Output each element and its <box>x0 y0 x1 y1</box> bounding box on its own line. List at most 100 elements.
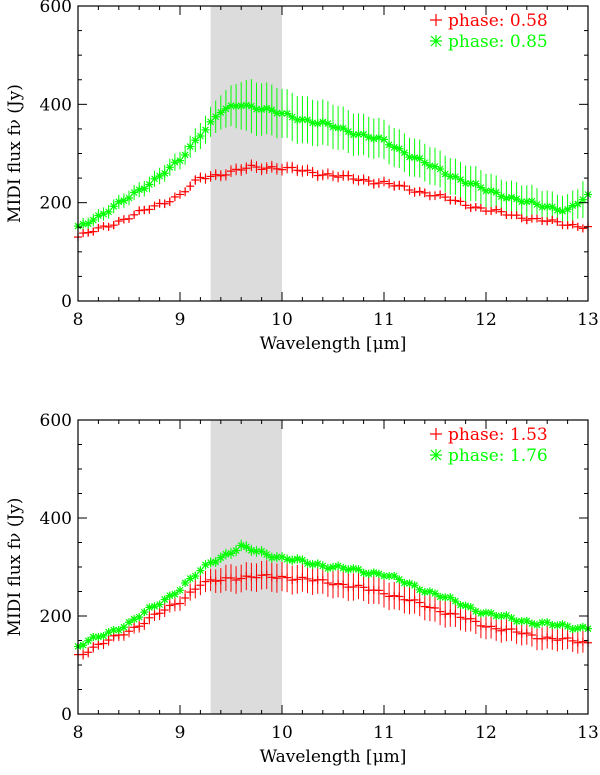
data-point <box>125 618 133 627</box>
data-point <box>89 643 98 652</box>
data-point <box>492 188 501 197</box>
data-point <box>471 203 480 212</box>
data-point <box>405 596 414 605</box>
data-point <box>227 573 235 582</box>
data-point <box>451 597 460 606</box>
data-point <box>385 572 394 581</box>
y-tick-label: 400 <box>40 509 72 529</box>
data-point <box>232 546 241 555</box>
data-point <box>125 214 133 223</box>
data-point <box>436 165 445 174</box>
data-point <box>252 573 261 582</box>
data-point <box>390 591 399 600</box>
data-point <box>114 197 123 206</box>
data-point <box>191 176 200 185</box>
data-point <box>456 601 465 610</box>
data-points <box>74 541 592 659</box>
y-tick-label: 400 <box>40 95 72 115</box>
data-point <box>119 630 128 639</box>
data-point <box>170 590 179 599</box>
x-tick-label: 9 <box>175 723 186 743</box>
data-point <box>257 165 266 174</box>
data-point <box>94 223 103 232</box>
data-point <box>329 171 337 180</box>
data-point <box>517 629 526 638</box>
data-point <box>196 173 205 182</box>
data-point <box>104 222 113 231</box>
data-point <box>354 581 363 590</box>
data-point <box>563 221 572 230</box>
data-point <box>431 589 439 598</box>
data-point <box>216 553 225 562</box>
data-point <box>104 207 113 216</box>
data-point <box>497 626 506 635</box>
data-point <box>94 632 103 641</box>
data-point <box>466 203 475 212</box>
data-point <box>323 564 332 573</box>
data-point <box>242 572 251 581</box>
data-point <box>160 606 169 615</box>
data-point <box>436 607 445 616</box>
x-tick-label: 12 <box>475 310 497 330</box>
data-point <box>553 621 562 630</box>
data-point <box>405 186 414 195</box>
data-point <box>339 124 348 133</box>
data-point <box>395 575 404 584</box>
legend-label: phase: 0.85 <box>448 32 548 52</box>
shaded-band <box>210 6 282 301</box>
data-point <box>262 164 271 173</box>
data-point <box>553 206 562 215</box>
data-point <box>573 624 582 633</box>
data-point <box>420 188 429 197</box>
data-point <box>176 599 184 608</box>
data-point <box>527 619 536 628</box>
data-point <box>288 556 297 565</box>
data-point <box>466 603 475 612</box>
data-point <box>533 214 541 223</box>
data-point <box>176 190 184 199</box>
data-point <box>512 194 521 203</box>
x-axis-label: Wavelength [μm] <box>260 334 407 354</box>
x-tick-label: 12 <box>475 723 497 743</box>
data-point <box>369 568 378 577</box>
tick-labels: 8 9 10 11 12 13 0 200 400 600 <box>40 0 599 330</box>
data-point <box>211 557 220 566</box>
data-point <box>242 164 251 173</box>
data-point <box>359 175 368 184</box>
data-point <box>181 593 190 602</box>
data-point <box>385 592 394 601</box>
data-point <box>94 640 103 649</box>
data-point <box>415 598 424 607</box>
data-point <box>211 577 220 586</box>
data-point <box>216 576 225 585</box>
data-point <box>109 626 118 635</box>
data-point <box>99 631 108 640</box>
data-point <box>395 181 404 190</box>
data-point <box>492 205 501 214</box>
data-point <box>329 580 337 589</box>
legend-entry-2: phase: 1.76 <box>430 446 548 466</box>
data-point <box>548 215 557 224</box>
data-point <box>369 179 378 188</box>
data-point <box>186 182 195 191</box>
data-point <box>181 150 190 159</box>
data-point <box>84 648 93 657</box>
data-point <box>211 170 220 179</box>
legend-label: phase: 0.58 <box>448 11 548 31</box>
data-point <box>150 610 159 619</box>
data-point <box>201 174 210 183</box>
data-point <box>145 205 154 214</box>
data-point <box>323 579 332 588</box>
data-point <box>216 108 225 117</box>
x-tick-label: 8 <box>73 310 84 330</box>
legend-entry-1: phase: 0.58 <box>430 11 548 31</box>
data-point <box>354 176 363 185</box>
data-point <box>303 574 312 583</box>
data-point <box>196 581 205 590</box>
data-point <box>318 575 327 584</box>
data-point <box>354 565 363 574</box>
data-point <box>410 595 419 604</box>
data-point <box>293 554 302 563</box>
data-point <box>145 613 154 622</box>
